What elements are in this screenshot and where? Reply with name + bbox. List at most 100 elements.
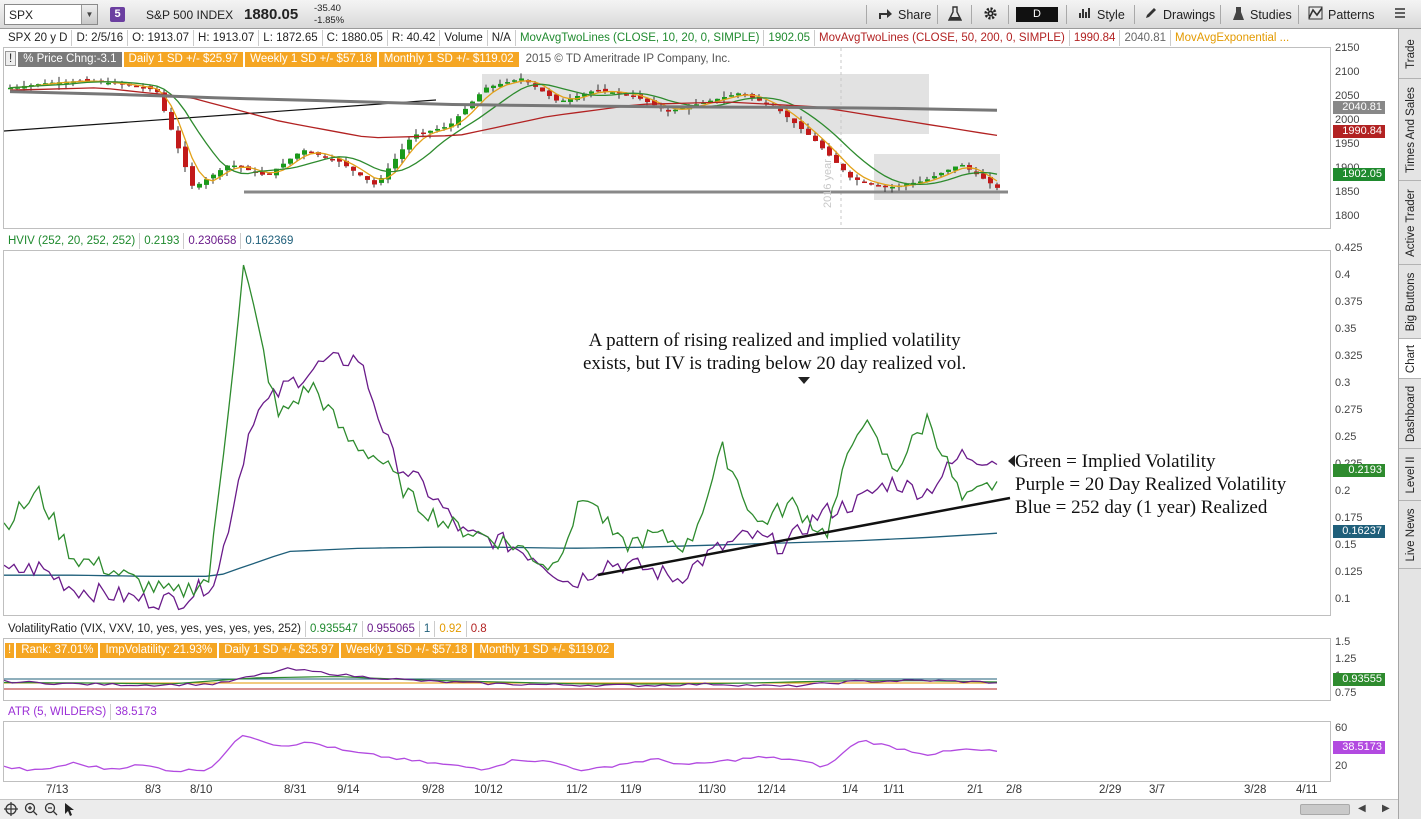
price-pane[interactable]: !% Price Chng:-3.1 Daily 1 SD +/- $25.97 W… — [3, 47, 1331, 229]
alert-icon[interactable]: ! — [5, 51, 17, 66]
candle-body — [484, 87, 489, 93]
weekly-sd-bubble[interactable]: Weekly 1 SD +/- $57.18 — [340, 643, 473, 658]
monthly-sd-bubble[interactable]: Monthly 1 SD +/- $119.02 — [378, 52, 519, 67]
volratio-pane[interactable]: ! Rank: 37.01% ImpVolatility: 21.93% Daily … — [3, 638, 1331, 701]
settings-button[interactable] — [977, 4, 1004, 25]
symbol-link-badge[interactable]: 5 — [110, 7, 125, 22]
candle-body — [260, 171, 265, 175]
rank-bubble[interactable]: Rank: 37.01% — [16, 643, 99, 658]
candle-body — [918, 181, 923, 183]
daily-sd-bubble[interactable]: Daily 1 SD +/- $25.97 — [123, 52, 244, 67]
time-axis[interactable]: 7/13 8/3 8/10 8/31 9/14 9/28 10/12 11/2 11/9 11/3… — [0, 782, 1398, 800]
candle-body — [351, 166, 356, 171]
candle-body — [519, 78, 524, 81]
scroll-right-icon[interactable]: ▶ — [1382, 803, 1390, 814]
side-tab-active-trader[interactable]: Active Trader — [1399, 181, 1421, 265]
hviv-label[interactable]: HVIV (252, 20, 252, 252) — [4, 233, 141, 249]
zoom-out-icon[interactable] — [44, 802, 58, 819]
studies-button[interactable]: Studies — [1226, 4, 1298, 25]
flask-button[interactable] — [942, 4, 968, 25]
hviv-axis[interactable]: 0.4250.40.3750.350.3250.30.2750.250.2250… — [1331, 242, 1397, 616]
symbol-dropdown-icon[interactable]: ▼ — [81, 5, 97, 24]
atr-chart[interactable] — [4, 722, 1330, 781]
last-price: 1880.05 — [244, 6, 299, 23]
candle-body — [939, 172, 944, 176]
candle-body — [372, 180, 377, 185]
monthly-sd-bubble[interactable]: Monthly 1 SD +/- $119.02 — [474, 643, 615, 658]
pattern-annotation-line1: A pattern of rising realized and implied… — [588, 330, 961, 351]
price-axis[interactable]: 215021002050200019501900185018002040.811… — [1331, 42, 1397, 229]
patterns-button[interactable]: Patterns — [1302, 4, 1381, 25]
axis-tick-label: 0.175 — [1335, 512, 1363, 524]
candle-body — [155, 89, 160, 93]
style-button[interactable]: Style — [1072, 4, 1131, 25]
time-tick-label: 8/10 — [190, 784, 213, 796]
hv252-line — [4, 532, 998, 577]
side-tab-chart[interactable]: Chart — [1399, 339, 1421, 379]
candle-body — [190, 166, 195, 186]
percent-change: -1.85% — [314, 15, 345, 26]
side-tab-times-and-sales[interactable]: Times And Sales — [1399, 79, 1421, 181]
mav3-label[interactable]: MovAvgExponential ... — [1175, 32, 1290, 44]
atr-axis[interactable]: 60402038.5173 — [1331, 721, 1397, 782]
share-label: Share — [898, 7, 932, 22]
hviv-pane[interactable]: A pattern of rising realized and implied… — [3, 250, 1331, 616]
vix-ratio-line — [4, 667, 998, 688]
candle-body — [806, 128, 811, 135]
year-marker: 2016 year — [822, 159, 834, 208]
candle-body — [421, 132, 426, 135]
candle-body — [295, 153, 300, 159]
scroll-left-icon[interactable]: ◀ — [1358, 803, 1366, 814]
candle-body — [134, 85, 139, 88]
bar-range: R: 40.42 — [388, 30, 441, 46]
cursor-icon[interactable] — [64, 802, 76, 819]
volume-label[interactable]: Volume — [440, 30, 488, 46]
candle-body — [715, 98, 720, 102]
alert-icon[interactable]: ! — [5, 643, 15, 658]
zoom-in-icon[interactable] — [24, 802, 38, 819]
mav2-value2: 2040.81 — [1120, 30, 1172, 46]
price-change-bubble[interactable]: % Price Chng:-3.1 — [18, 52, 122, 67]
share-button[interactable]: Share — [872, 4, 937, 25]
side-tab-trade[interactable]: Trade — [1399, 29, 1421, 79]
daily-sd-bubble[interactable]: Daily 1 SD +/- $25.97 — [219, 643, 339, 658]
price-chart[interactable] — [4, 48, 1330, 228]
price-bubbles: !% Price Chng:-3.1 Daily 1 SD +/- $25.97 W… — [5, 51, 737, 67]
toolbar-separator — [1220, 5, 1221, 24]
atr-label[interactable]: ATR (5, WILDERS) — [4, 704, 112, 720]
candle-body — [680, 107, 685, 110]
time-tick-label: 9/14 — [337, 784, 360, 796]
impvol-bubble[interactable]: ImpVolatility: 21.93% — [100, 643, 218, 658]
legend-green: Green = Implied Volatility — [1015, 451, 1216, 472]
atr-pane[interactable] — [3, 721, 1331, 782]
side-tab-level-ii[interactable]: Level II — [1399, 449, 1421, 501]
time-tick-label: 7/13 — [46, 784, 69, 796]
hviv-chart[interactable] — [4, 251, 1330, 615]
menu-button[interactable] — [1388, 4, 1412, 25]
drawings-button[interactable]: Drawings — [1138, 4, 1221, 25]
period-selector[interactable]: D — [1016, 7, 1058, 22]
symbol-description: S&P 500 INDEX — [146, 8, 234, 22]
axis-tick-label: 0.25 — [1335, 431, 1357, 443]
horizontal-scrollbar[interactable] — [1300, 804, 1350, 815]
mav2-label[interactable]: MovAvgTwoLines (CLOSE, 50, 200, 0, SIMPL… — [815, 30, 1070, 46]
symbol-input[interactable]: SPX ▼ — [4, 4, 98, 25]
candle-body — [799, 121, 804, 129]
weekly-sd-bubble[interactable]: Weekly 1 SD +/- $57.18 — [245, 52, 377, 67]
hv20-line — [4, 351, 998, 611]
crosshair-icon[interactable] — [4, 802, 18, 819]
axis-tick-label: 0.275 — [1335, 404, 1363, 416]
chart-id[interactable]: SPX 20 y D — [4, 30, 73, 46]
mav1-label[interactable]: MovAvgTwoLines (CLOSE, 10, 20, 0, SIMPLE… — [516, 30, 765, 46]
side-tab-label: Times And Sales — [1404, 86, 1417, 173]
volratio-axis[interactable]: 1.51.2510.750.93555 — [1331, 636, 1397, 701]
candle-body — [925, 179, 930, 182]
candle-body — [386, 168, 391, 180]
candle-body — [106, 82, 111, 85]
volratio-label[interactable]: VolatilityRatio (VIX, VXV, 10, yes, yes,… — [4, 621, 306, 637]
side-tab-dashboard[interactable]: Dashboard — [1399, 379, 1421, 449]
side-tab-big-buttons[interactable]: Big Buttons — [1399, 265, 1421, 339]
candle-body — [554, 94, 559, 101]
volratio-chart[interactable] — [4, 639, 1330, 700]
side-tab-live-news[interactable]: Live News — [1399, 501, 1421, 569]
